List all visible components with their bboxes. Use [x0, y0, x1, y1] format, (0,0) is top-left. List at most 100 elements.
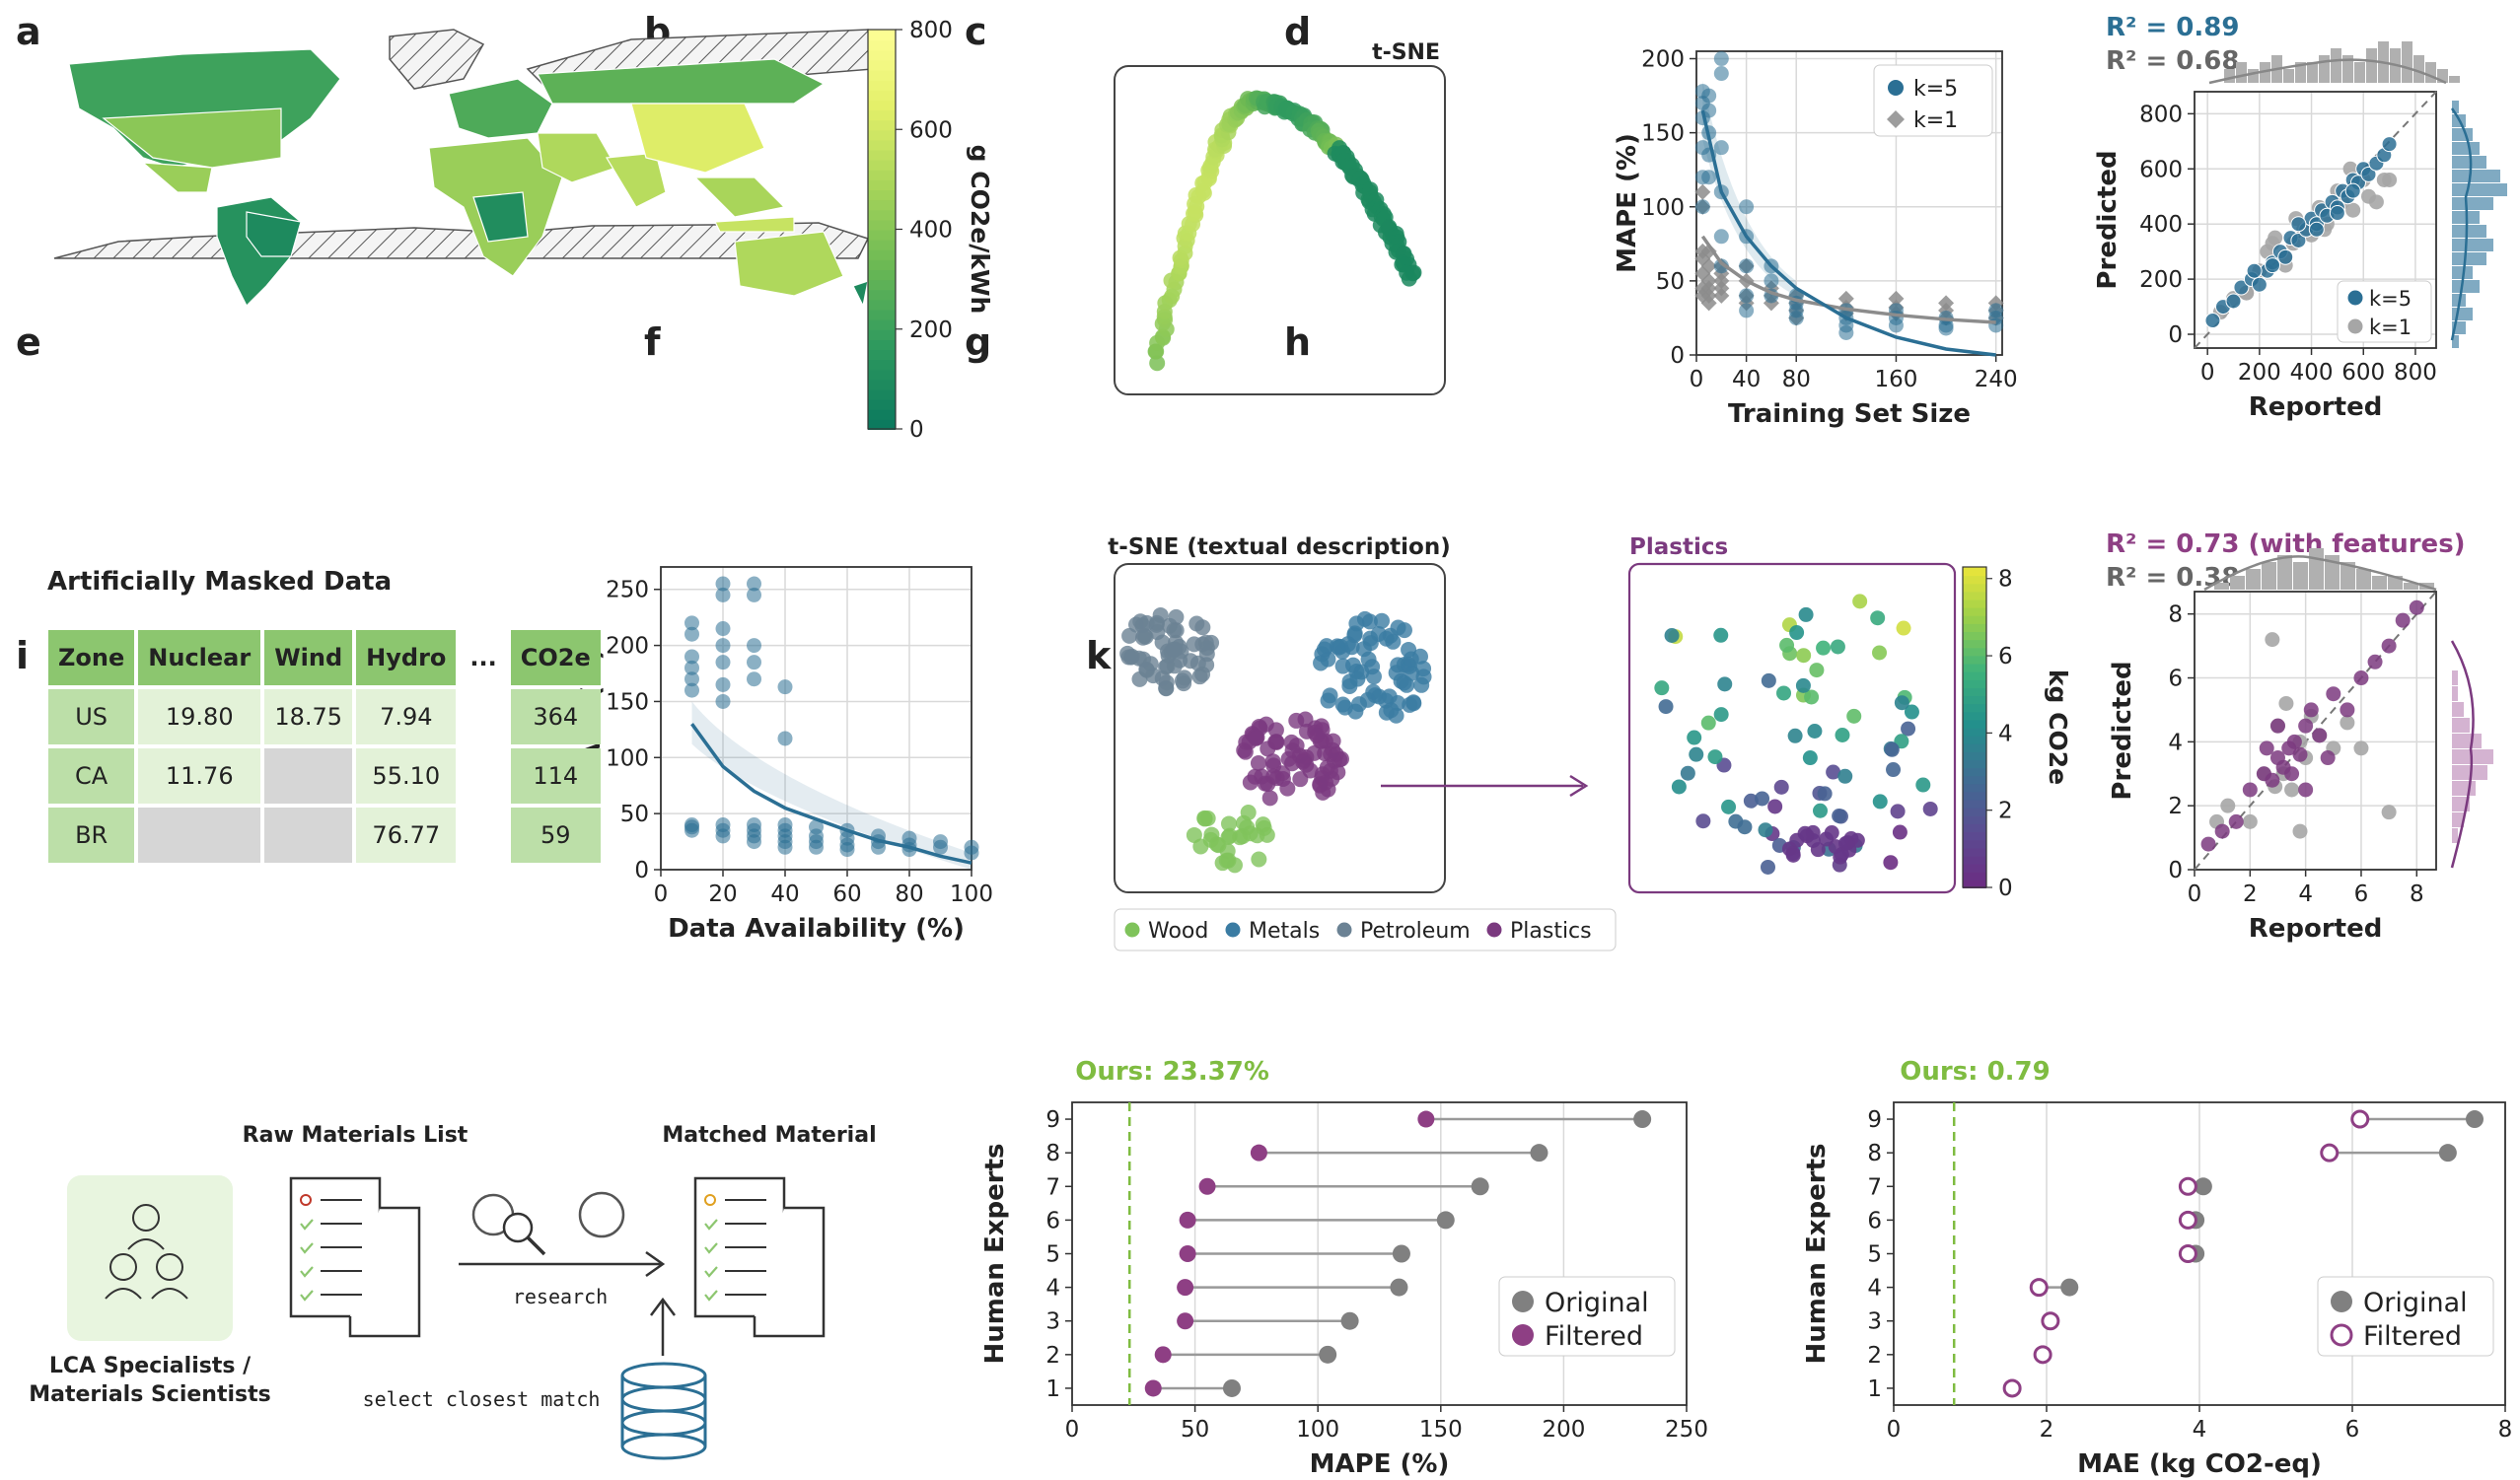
y-tick-label: 3: [1867, 1309, 1882, 1335]
masked-data-table: Zone Nuclear Wind Hydro ... CO2e US 19.8…: [44, 626, 605, 867]
baseline-point: [2292, 823, 2308, 839]
features-point: [2286, 734, 2302, 749]
top-histogram-bar: [2319, 55, 2330, 83]
plastics-point: [1664, 627, 1680, 643]
colorbar-swatch: [1963, 711, 1986, 721]
country-nz: [852, 280, 869, 308]
legend-marker: [2330, 1323, 2353, 1347]
x-axis-label: MAPE (%): [1310, 1449, 1450, 1479]
top-histogram-bar: [2307, 62, 2318, 83]
plastics-point: [1713, 707, 1729, 723]
right-histogram-bar: [2452, 335, 2459, 348]
plastics-point: [1743, 793, 1759, 809]
y-tick-label: 800: [2139, 102, 2183, 127]
colorbar-swatch: [868, 159, 896, 171]
tsne-point: [1378, 630, 1395, 647]
filtered-point: [2029, 1278, 2049, 1298]
original-point: [2466, 1110, 2484, 1129]
colorbar-swatch: [1963, 742, 1986, 752]
colorbar-swatch: [1963, 670, 1986, 680]
original-point: [2194, 1177, 2212, 1196]
filtered-point: [2041, 1311, 2060, 1331]
legend-label: Plastics: [1510, 919, 1592, 944]
legend-marker: [1225, 922, 1241, 938]
colorbar-swatch: [868, 109, 896, 121]
x-axis-label: Data Availability (%): [668, 914, 965, 944]
colorbar-swatch: [1963, 614, 1986, 624]
colorbar-tick-label: 8: [1998, 567, 2013, 593]
tsne-point: [1135, 651, 1152, 668]
features-point: [2228, 813, 2244, 829]
k5-point: [1713, 51, 1729, 67]
right-histogram-bar: [2452, 128, 2473, 141]
top-histogram-bar: [2425, 62, 2436, 83]
tsne-title: t-SNE (textual description): [1108, 534, 1450, 560]
original-point: [1319, 1345, 1337, 1364]
plastics-point: [1687, 730, 1702, 745]
colorbar-swatch: [1963, 807, 1986, 816]
colorbar-swatch: [1963, 583, 1986, 593]
legend-marker: [1512, 1324, 1534, 1346]
data-point: [684, 822, 699, 838]
features-point: [2320, 750, 2336, 766]
tsne-point: [1264, 753, 1281, 770]
plastics-point: [1870, 610, 1886, 626]
filtered-point: [1250, 1144, 1267, 1162]
plastics-point: [1915, 777, 1931, 793]
plastics-point: [1779, 637, 1795, 653]
baseline-point: [2340, 715, 2355, 731]
y-tick-label: 400: [2139, 212, 2183, 238]
tsne-panel: t-SNE: [1114, 40, 1446, 395]
x-tick-label: 20: [708, 881, 737, 907]
k5-point: [1694, 199, 1710, 215]
top-histogram-bar: [2262, 562, 2276, 590]
colorbar-tick-label: 200: [909, 317, 953, 343]
colorbar-swatch: [1963, 719, 1986, 729]
colorbar-swatch: [868, 39, 896, 51]
top-histogram-bar: [2293, 562, 2308, 590]
tsne-point: [1365, 669, 1382, 685]
plastics-point: [1810, 842, 1826, 858]
x-tick-label: 400: [2290, 360, 2334, 386]
colorbar-swatch: [1963, 839, 1986, 849]
data-point: [809, 839, 824, 855]
y-tick-label: 600: [2139, 157, 2183, 182]
table-header: Hydro: [356, 630, 457, 685]
tsne-point: [1149, 624, 1166, 641]
country-europe: [448, 78, 553, 139]
table-cell: 76.77: [356, 808, 457, 863]
database-icon: [620, 1385, 707, 1413]
plastics-point: [1901, 721, 1916, 737]
k1-point: [1888, 290, 1905, 307]
colorbar-swatch: [1963, 855, 1986, 865]
legend-label: k=5: [2369, 287, 2412, 311]
k1-point: [1700, 295, 1717, 312]
tsne-point: [1218, 852, 1235, 869]
y-tick-label: 0: [2168, 858, 2183, 883]
colorbar-tick-label: 2: [1998, 799, 2013, 824]
tsne-point: [1279, 780, 1296, 797]
filtered-point: [2320, 1143, 2340, 1163]
plastics-point: [1767, 799, 1783, 814]
top-histogram-bar: [2224, 69, 2235, 83]
features-point: [2214, 823, 2230, 839]
colorbar-tick-label: 0: [909, 417, 924, 443]
original-point: [1392, 1244, 1410, 1263]
data-point: [684, 671, 699, 687]
plastics-point: [1922, 801, 1938, 816]
filtered-point: [2178, 1244, 2197, 1263]
x-tick-label: 200: [2238, 360, 2281, 386]
tsne-point: [1399, 676, 1415, 693]
k5-point: [2233, 279, 2250, 296]
colorbar-swatch: [1963, 631, 1986, 641]
plastics-point: [1721, 799, 1737, 814]
chart-e: 0 20 40 60 80 100 0 50 100 150 200 250 Data Availabi…: [577, 566, 993, 944]
y-axis-label: Human Experts: [1802, 1144, 1832, 1365]
table-title: Artificially Masked Data: [47, 567, 392, 597]
tsne-point: [1296, 751, 1313, 768]
colorbar-swatch: [1963, 799, 1986, 809]
x-tick-label: 80: [895, 881, 923, 907]
colorbar-swatch: [868, 149, 896, 161]
y-tick-label: 7: [1045, 1174, 1060, 1200]
features-point: [2200, 836, 2216, 852]
